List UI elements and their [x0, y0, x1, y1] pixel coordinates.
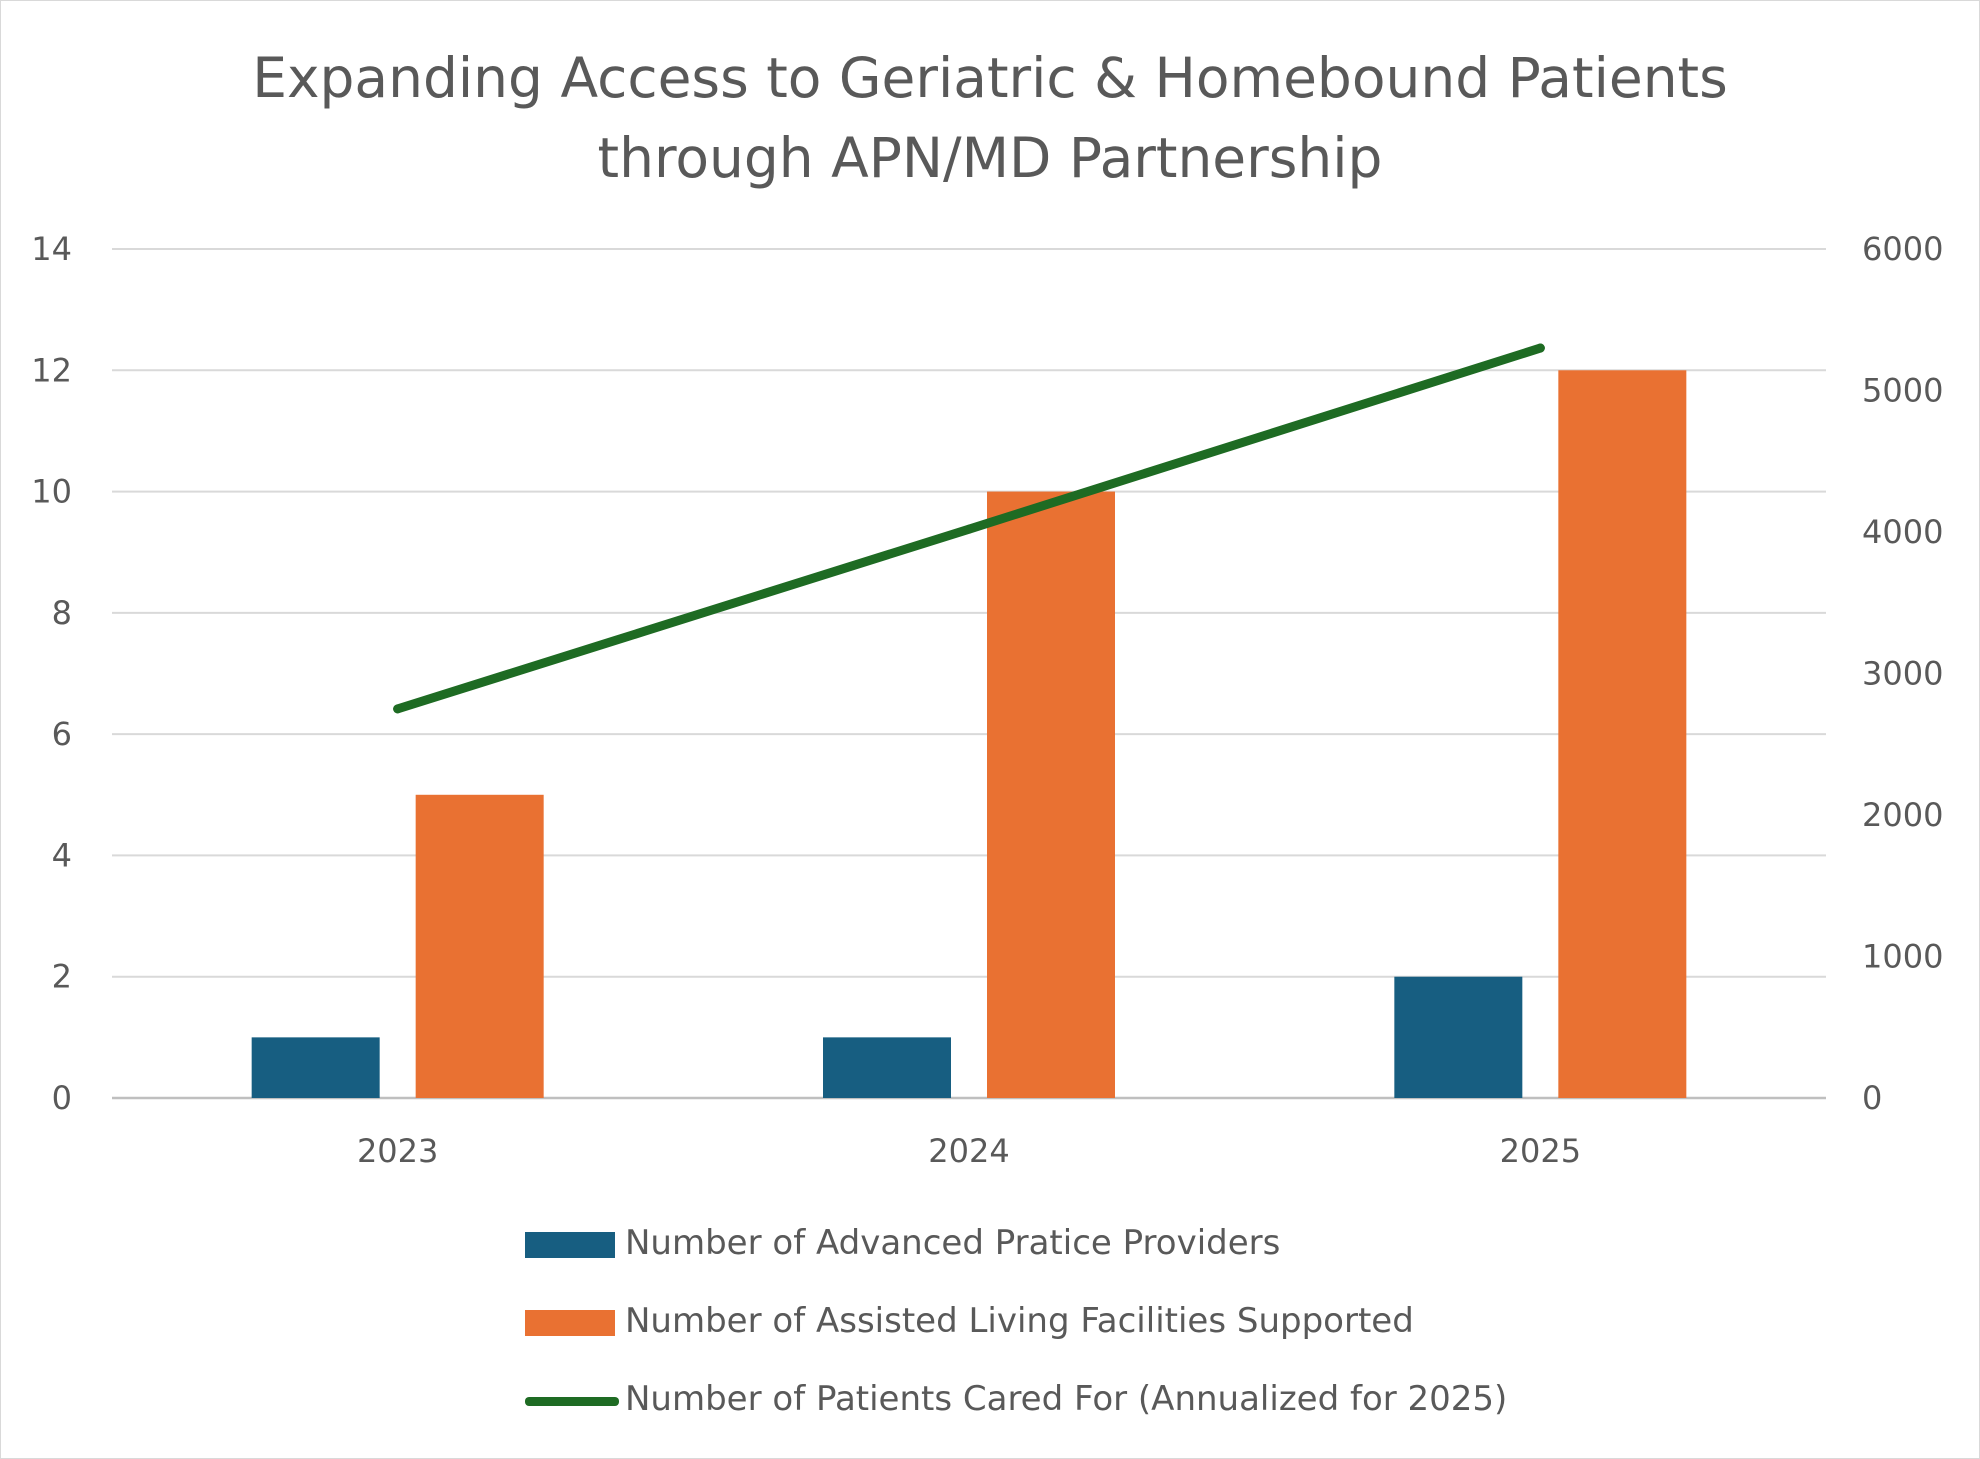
left-tick-label: 2 — [52, 958, 72, 996]
patients-line — [393, 343, 1545, 714]
legend-label-facilities: Number of Assisted Living Facilities Sup… — [625, 1301, 1414, 1341]
category-labels: 2023 2024 2025 — [357, 1132, 1581, 1170]
left-tick-label: 4 — [52, 836, 72, 874]
left-tick-label: 8 — [52, 594, 72, 632]
left-axis-ticks: 0 2 4 6 8 10 12 14 — [31, 230, 72, 1117]
patients-point-2025 — [1535, 343, 1545, 353]
right-tick-label: 1000 — [1862, 938, 1943, 976]
right-tick-label: 5000 — [1862, 372, 1943, 410]
left-tick-label: 12 — [31, 351, 72, 389]
legend-swatch-patients — [525, 1397, 619, 1406]
chart-title-line-1: Expanding Access to Geriatric & Homeboun… — [252, 46, 1728, 110]
right-tick-label: 4000 — [1862, 513, 1943, 551]
category-label: 2023 — [357, 1132, 438, 1170]
bar-providers-2025 — [1394, 976, 1523, 1098]
category-label: 2025 — [1500, 1132, 1581, 1170]
bar-providers-2024 — [823, 1037, 951, 1098]
right-tick-label: 0 — [1862, 1079, 1882, 1117]
legend-swatch-providers — [525, 1232, 615, 1258]
legend-swatch-facilities — [525, 1310, 615, 1336]
right-tick-label: 3000 — [1862, 655, 1943, 693]
left-tick-label: 6 — [52, 715, 72, 753]
left-tick-label: 14 — [31, 230, 72, 268]
bar-facilities-2023 — [415, 794, 544, 1098]
category-label: 2024 — [928, 1132, 1009, 1170]
bar-facilities-2025 — [1558, 370, 1687, 1098]
bar-providers-2023 — [251, 1037, 380, 1098]
bars — [251, 370, 1687, 1099]
chart-title-line-2: through APN/MD Partnership — [597, 126, 1383, 190]
right-tick-label: 2000 — [1862, 796, 1943, 834]
right-tick-label: 6000 — [1862, 230, 1943, 268]
left-tick-label: 10 — [31, 473, 72, 511]
left-tick-label: 0 — [52, 1079, 72, 1117]
right-axis-ticks: 0 1000 2000 3000 4000 5000 6000 — [1862, 230, 1943, 1117]
bar-facilities-2024 — [987, 491, 1115, 1099]
legend-label-providers: Number of Advanced Pratice Providers — [625, 1223, 1281, 1263]
patients-point-2023 — [393, 704, 403, 714]
patients-point-2024 — [964, 524, 974, 534]
grid-lines — [112, 248, 1826, 1100]
legend-label-patients: Number of Patients Cared For (Annualized… — [625, 1379, 1508, 1419]
chart-title: Expanding Access to Geriatric & Homeboun… — [0, 38, 1980, 198]
